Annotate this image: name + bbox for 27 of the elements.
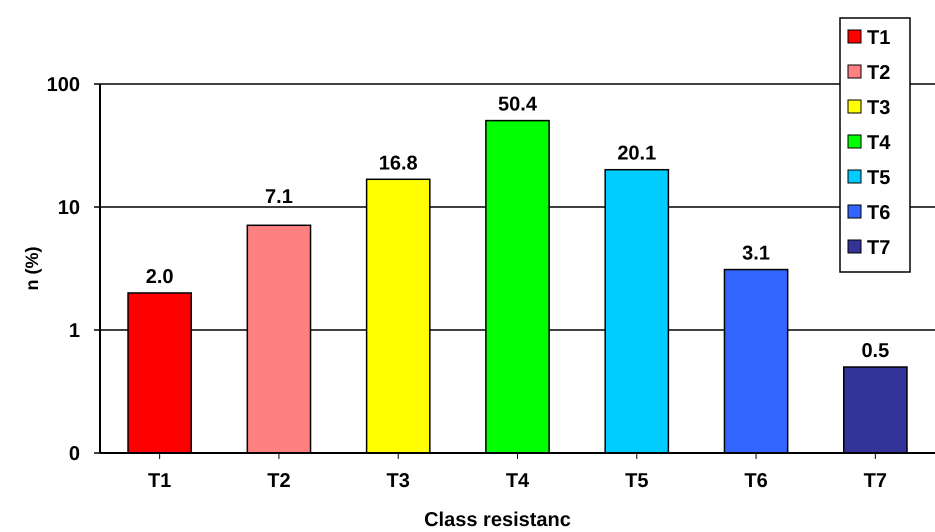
- data-label: 3.1: [742, 242, 770, 265]
- legend-label: T2: [867, 62, 890, 84]
- legend-label: T1: [867, 27, 890, 49]
- data-label: 2.0: [146, 266, 174, 288]
- legend-label: T4: [867, 132, 892, 154]
- data-label: 16.8: [378, 152, 418, 174]
- data-label: 0.5: [861, 340, 890, 362]
- y-tick-label: 1: [68, 320, 80, 342]
- x-tick-label: T2: [267, 470, 291, 492]
- x-tick-label: T3: [386, 470, 410, 492]
- y-tick-label: 100: [46, 74, 80, 96]
- y-tick-label: 10: [58, 197, 80, 219]
- data-label: 7.1: [265, 186, 293, 208]
- x-tick-label: T6: [744, 470, 768, 492]
- x-tick-label: T1: [148, 470, 172, 492]
- x-tick-label: T7: [864, 470, 888, 492]
- legend-label: T7: [867, 237, 890, 259]
- x-tick-label: T5: [625, 470, 648, 492]
- data-label: 50.4: [498, 94, 538, 116]
- legend-label: T5: [867, 167, 890, 189]
- y-axis-title: n (%): [22, 246, 42, 290]
- x-tick-label: T4: [506, 470, 530, 492]
- legend-label: T6: [867, 202, 890, 224]
- data-label: 20.1: [617, 142, 656, 165]
- y-tick-label: 0: [68, 443, 80, 465]
- legend-label: T3: [867, 97, 890, 119]
- x-axis-title: Class resistanc: [424, 509, 571, 531]
